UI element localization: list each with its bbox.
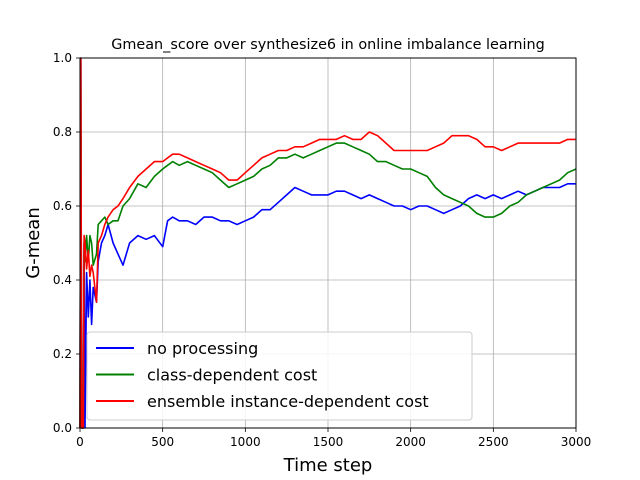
x-axis-label: Time step xyxy=(283,455,373,476)
y-tick-label: 1.0 xyxy=(53,51,72,65)
legend-box xyxy=(86,331,473,421)
plot-series xyxy=(79,57,577,429)
x-tick-label: 1500 xyxy=(313,435,344,449)
y-axis-label: G-mean xyxy=(23,207,44,279)
series-line-1 xyxy=(79,57,577,429)
x-tick-label: 3000 xyxy=(561,435,592,449)
legend-label-0: no processing xyxy=(147,339,258,358)
legend-label-1: class-dependent cost xyxy=(147,366,317,385)
y-tick-label: 0.6 xyxy=(53,199,72,213)
x-tick-label: 2000 xyxy=(395,435,426,449)
x-tick-label: 2500 xyxy=(478,435,509,449)
chart-title: Gmean_score over synthesize6 in online i… xyxy=(111,37,545,53)
y-tick-label: 0.2 xyxy=(53,347,72,361)
y-tick-label: 0.4 xyxy=(53,273,72,287)
legend-label-2: ensemble instance-dependent cost xyxy=(147,392,429,411)
x-tick-label: 0 xyxy=(76,435,84,449)
x-tick-label: 1000 xyxy=(230,435,261,449)
series-line-2 xyxy=(79,57,576,429)
y-tick-label: 0.0 xyxy=(53,421,72,435)
series-line-0 xyxy=(79,57,576,429)
y-tick-label: 0.8 xyxy=(53,125,72,139)
x-tick-label: 500 xyxy=(151,435,174,449)
legend: no processing class-dependent cost ensembl… xyxy=(86,331,473,421)
axis-ticks: 0 500 1000 1500 2000 2500 3000 0.0 0.2 0.4 0.6 0.8 1… xyxy=(53,51,591,449)
